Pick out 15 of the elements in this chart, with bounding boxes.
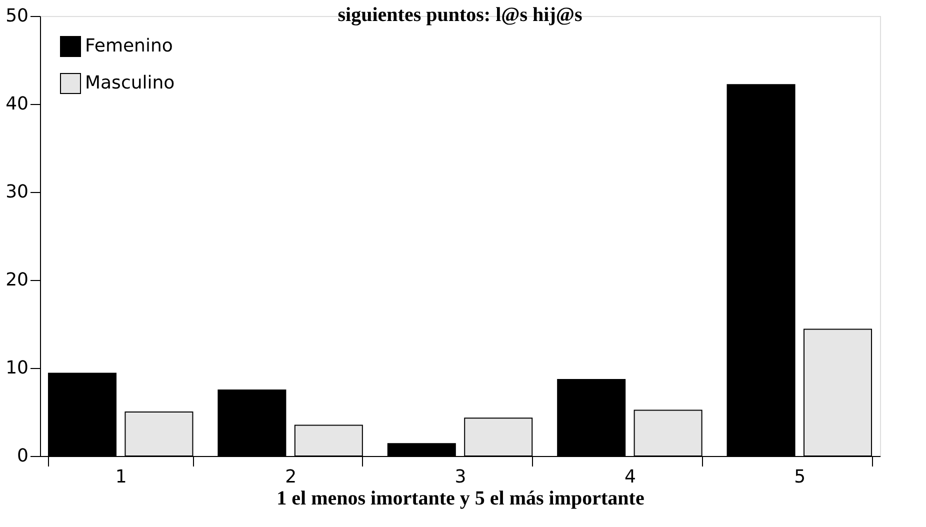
x-tick-label: 5: [794, 466, 806, 488]
x-tick-label: 3: [454, 466, 466, 488]
y-tick-label: 30: [6, 182, 28, 202]
y-tick-label: 20: [6, 270, 28, 290]
x-tick-label: 4: [624, 466, 636, 488]
legend-label: Masculino: [85, 72, 175, 94]
y-tick-label: 50: [6, 6, 28, 26]
y-tick-label: 10: [6, 358, 28, 378]
chart-title: siguientes puntos: l@s hij@s: [338, 4, 582, 26]
y-tick-label: 0: [17, 446, 28, 466]
y-tick-label: 40: [6, 94, 28, 114]
x-tick-label: 2: [285, 466, 297, 488]
x-tick-label: 1: [115, 466, 127, 488]
legend-label: Femenino: [85, 36, 173, 56]
x-axis-title: 1 el menos imortante y 5 el más importante: [276, 488, 644, 510]
